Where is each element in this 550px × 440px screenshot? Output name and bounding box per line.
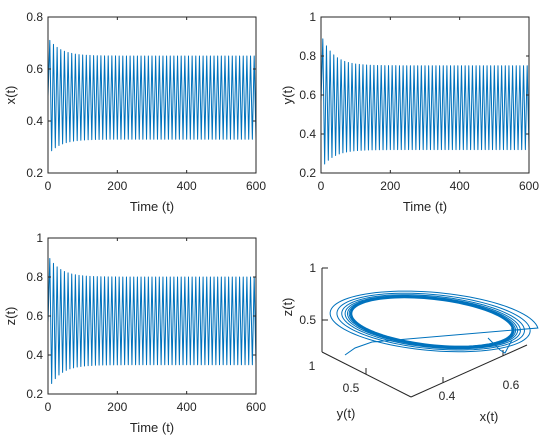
series-line [47,39,257,152]
x-time-series [47,39,257,152]
x-ytick-2: 0.6 [26,62,43,76]
panel-x: 0 200 400 600 0.2 0.4 0.6 0.8 Time (t) x… [3,10,266,214]
y-axis-line [321,351,412,398]
y-ytick-1: 0.4 [299,127,316,141]
z-ylabel: z(t) [3,307,18,326]
3d-ytick-0: 0.5 [343,381,360,395]
panel-z: 0 200 400 600 0.2 0.4 0.6 0.8 1 Time (t)… [3,231,266,435]
phase-trajectory [329,290,539,356]
y-time-series [320,38,530,165]
y-xtick-2: 400 [450,179,470,193]
x-xlabel: Time (t) [130,199,174,214]
y-ytick-4: 1 [309,10,316,24]
z-axes-box [47,237,257,395]
y-ytick-3: 0.8 [299,49,316,63]
z-xtick-3: 600 [246,400,266,414]
3d-zlabel: z(t) [280,298,295,317]
z-xtick-0: 0 [45,400,52,414]
x-ytick-0: 0.2 [26,166,43,180]
3d-ztick-1: 1 [309,261,316,275]
panel-3d: 1 0.5 1 0.5 0.4 0.6 z(t) y(t) x(t) [280,261,539,424]
x-xtick-0: 0 [45,179,52,193]
x-ticks [47,16,257,174]
y-xtick-0: 0 [318,179,325,193]
x-axis-line [410,344,528,398]
y-xtick-3: 600 [519,179,539,193]
3d-ylabel: y(t) [337,406,356,421]
z-ytick-4: 1 [36,231,43,245]
x-ytick-1: 0.4 [26,114,43,128]
z-ytick-1: 0.4 [26,348,43,362]
z-xtick-2: 400 [177,400,197,414]
y-ytick-0: 0.2 [299,166,316,180]
series-line [47,258,257,385]
trajectory-tail [487,337,513,354]
y-xlabel: Time (t) [403,199,447,214]
x-xtick-3: 600 [246,179,266,193]
panel-y: 0 200 400 600 0.2 0.4 0.6 0.8 1 Time (t)… [280,10,539,214]
series-line [320,38,530,165]
z-xtick-1: 200 [107,400,127,414]
trajectory-line [329,290,539,356]
x-ylabel: x(t) [3,86,18,105]
z-ytick-2: 0.6 [26,309,43,323]
z-ytick-0: 0.2 [26,387,43,401]
y-ylabel: y(t) [280,86,295,105]
3d-xtick-1: 0.6 [503,378,520,392]
x-xtick-1: 200 [107,179,127,193]
z-ytick-3: 0.8 [26,270,43,284]
z-ticks [47,237,257,395]
3d-xlabel: x(t) [480,409,499,424]
x-ytick-3: 0.8 [26,10,43,24]
3d-ztick-0: 0.5 [299,313,316,327]
3d-xtick-0: 0.4 [439,389,456,403]
y-ticks [320,16,530,174]
3d-ytick-1: 1 [309,359,316,373]
z-xlabel: Time (t) [130,420,174,435]
y-xtick-1: 200 [380,179,400,193]
x-axes-box [47,16,257,174]
y-ytick-2: 0.6 [299,88,316,102]
x-xtick-2: 400 [177,179,197,193]
z-time-series [47,258,257,385]
3d-ticks [322,267,504,383]
